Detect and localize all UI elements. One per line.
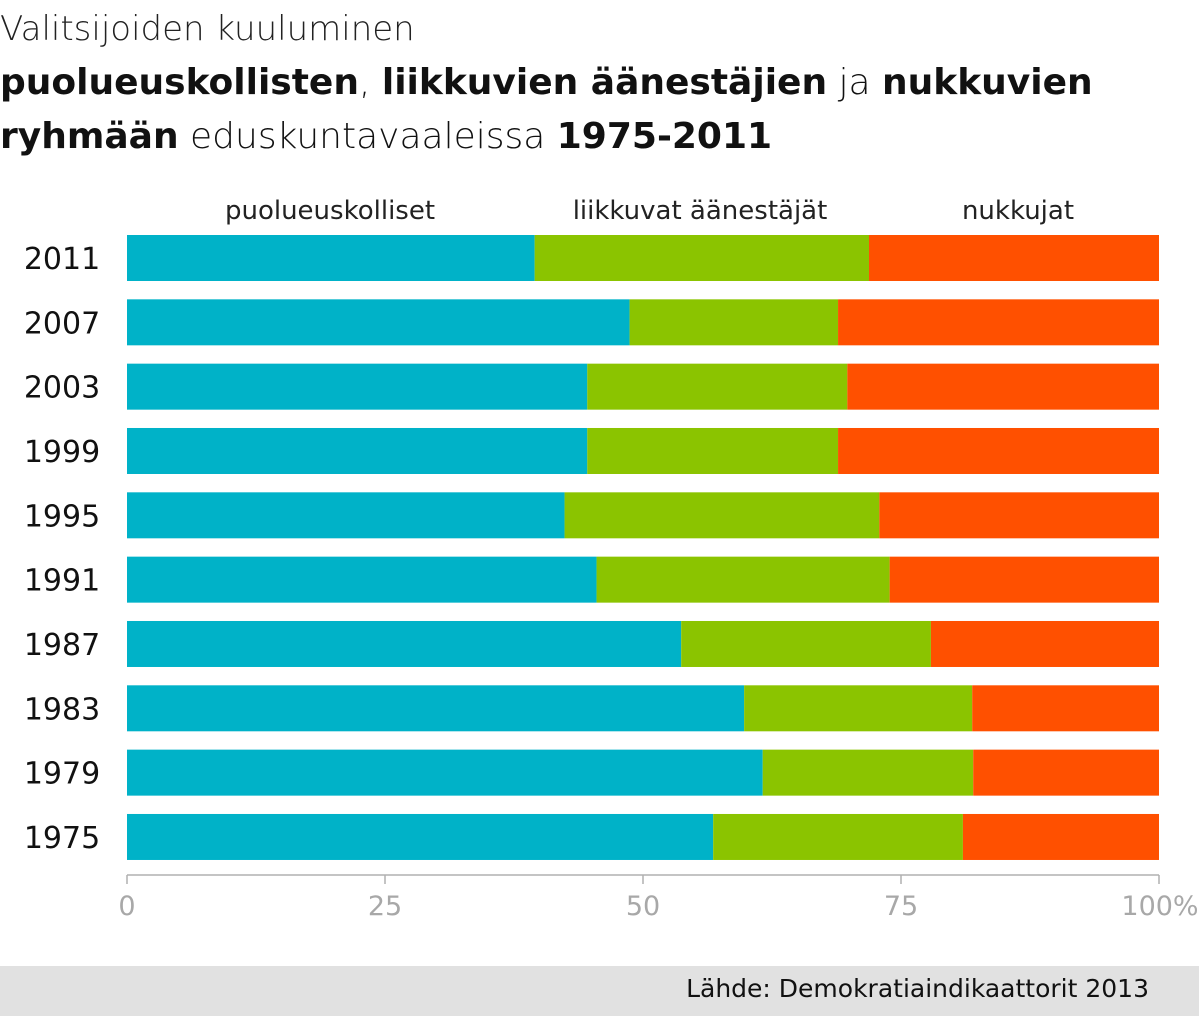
year-label: 1991	[24, 564, 100, 599]
title-segment: eduskuntavaaleissa	[178, 116, 557, 157]
x-tick-label: 0	[118, 891, 135, 922]
x-tick-label: 75	[884, 891, 918, 922]
bar-puolueuskolliset-1983	[127, 685, 745, 732]
title-segment: ryhmään	[0, 116, 179, 157]
bar-puolueuskolliset-2003	[127, 363, 588, 410]
legend-puolueuskolliset: puolueuskolliset	[225, 196, 435, 226]
bar-nukkujat-1991	[889, 556, 1159, 603]
bars	[127, 235, 1159, 860]
bar-puolueuskolliset-1979	[127, 749, 763, 796]
chart-title: Valitsijoiden kuuluminen puolueuskollist…	[0, 2, 1199, 164]
title-line-3: ryhmään eduskuntavaaleissa 1975-2011	[0, 110, 1199, 164]
year-label: 1999	[24, 435, 100, 470]
bar-liikkuvat-1983	[744, 685, 973, 732]
bar-nukkujat-2011	[869, 235, 1159, 281]
bar-nukkujat-1979	[973, 749, 1159, 796]
bar-liikkuvat-1995	[564, 492, 880, 539]
stacked-bar-chart: puolueuskolliset liikkuvat äänestäjät nukk…	[24, 196, 1199, 922]
title-segment: nukkuvien	[882, 62, 1093, 103]
bar-puolueuskolliset-2011	[127, 235, 535, 281]
footer: Lähde: Demokratiaindikaattorit 2013	[0, 966, 1199, 1016]
year-labels: 2011 2007 2003 1999 1995 1991 1987 1983 1979 1975	[24, 242, 100, 856]
x-tick-label: 50	[626, 891, 660, 922]
bar-liikkuvat-2007	[629, 299, 839, 346]
bar-nukkujat-1983	[972, 685, 1159, 732]
year-label: 1987	[24, 628, 100, 663]
bar-nukkujat-2003	[847, 363, 1159, 410]
bar-nukkujat-1999	[838, 427, 1159, 474]
bar-nukkujat-1975	[962, 813, 1159, 860]
bar-nukkujat-1987	[930, 620, 1159, 667]
source-note: Lähde: Demokratiaindikaattorit 2013	[686, 974, 1149, 1003]
title-segment: ja	[827, 62, 883, 103]
year-label: 1983	[24, 692, 100, 727]
title-line-1: Valitsijoiden kuuluminen	[0, 9, 415, 49]
year-label: 1979	[24, 757, 100, 792]
x-tick-label: 100%	[1121, 891, 1198, 922]
legend-nukkujat: nukkujat	[962, 196, 1074, 226]
bar-liikkuvat-1999	[587, 427, 839, 474]
legend: puolueuskolliset liikkuvat äänestäjät nukk…	[225, 196, 1074, 226]
year-label: 2011	[24, 242, 100, 277]
title-line-2: puolueuskollisten, liikkuvien äänestäjie…	[0, 56, 1199, 110]
bar-puolueuskolliset-1999	[127, 427, 588, 474]
bar-puolueuskolliset-1987	[127, 620, 682, 667]
bar-liikkuvat-1991	[596, 556, 890, 603]
bar-puolueuskolliset-1995	[127, 492, 565, 539]
bar-nukkujat-1995	[879, 492, 1159, 539]
bar-nukkujat-2007	[838, 299, 1159, 346]
title-segment: ,	[358, 62, 382, 103]
bar-liikkuvat-1975	[713, 813, 963, 860]
year-label: 1975	[24, 821, 100, 856]
bar-liikkuvat-2011	[534, 235, 870, 281]
title-segment: puolueuskollisten	[0, 62, 359, 103]
bar-puolueuskolliset-1975	[127, 813, 714, 860]
bar-liikkuvat-2003	[587, 363, 848, 410]
title-segment: liikkuvien äänestäjien	[381, 62, 828, 103]
bar-puolueuskolliset-2007	[127, 299, 630, 346]
x-tick-label: 25	[368, 891, 402, 922]
year-label: 1995	[24, 499, 100, 534]
bar-puolueuskolliset-1991	[127, 556, 597, 603]
year-label: 2003	[24, 371, 100, 406]
bar-liikkuvat-1979	[762, 749, 974, 796]
x-axis: 0 25 50 75 100%	[118, 874, 1199, 922]
year-label: 2007	[24, 306, 100, 341]
title-segment: 1975-2011	[556, 116, 773, 157]
legend-liikkuvat: liikkuvat äänestäjät	[573, 196, 828, 226]
bar-liikkuvat-1987	[681, 620, 931, 667]
